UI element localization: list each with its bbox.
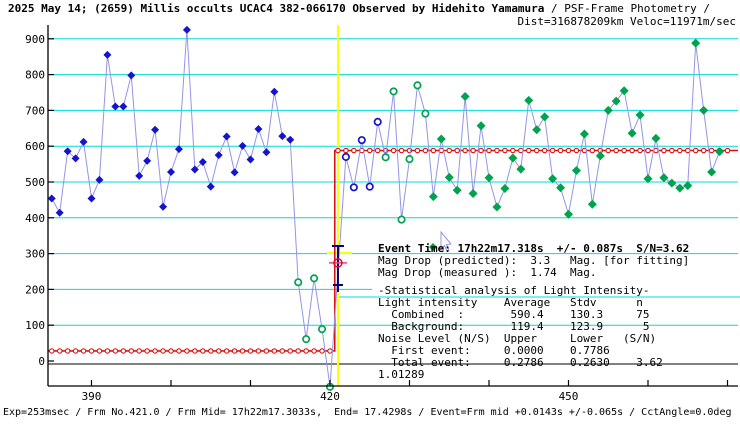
gridlines — [48, 38, 740, 365]
y-axis-label: 100 — [25, 319, 45, 332]
x-axis-label: 420 — [320, 390, 340, 403]
noise-total-event: Total event: 0.2786 0.2630 3.62 — [378, 356, 663, 369]
stats-columns: Light intensity Average Stdv n — [378, 296, 643, 309]
y-axis-label: 0 — [38, 355, 45, 368]
stats-combined: Combined : 590.4 130.3 75 — [378, 308, 650, 321]
mag-drop-predicted: Mag Drop (predicted): 3.3 Mag. [for fitt… — [378, 254, 690, 267]
noise-level-header: Noise Level (N/S) Upper Lower (S/N) — [378, 332, 657, 345]
series-post-event — [428, 38, 725, 219]
title-photometry-method: / PSF-Frame Photometry / — [544, 2, 711, 15]
noise-first-event: First event: 0.0000 0.7786 — [378, 344, 610, 357]
event-point-marker — [328, 245, 347, 292]
cursor-point-marker — [429, 243, 437, 251]
series-pre-event — [47, 25, 295, 217]
chart-title: 2025 May 14; (2659) Millis occults UCAC4… — [8, 2, 710, 15]
scale-factor: 1.01289 — [378, 368, 425, 381]
event-time-marker-line — [327, 25, 352, 386]
status-bar: Exp=253msec / Frm No.421.0 / Frm Mid= 17… — [3, 407, 732, 418]
arrow-cursor-icon — [440, 230, 452, 252]
x-axis-label: 450 — [559, 390, 579, 403]
stats-background: Background: 119.4 123.9 5 — [378, 320, 650, 333]
title-main: 2025 May 14; (2659) Millis occults UCAC4… — [8, 2, 545, 15]
stats-header: -Statistical analysis of Light Intensity… — [378, 284, 650, 297]
series-occultation-background — [294, 274, 335, 391]
series-post-transition — [381, 81, 430, 224]
y-axis-label: 500 — [25, 176, 45, 189]
y-axis-label: 700 — [25, 104, 45, 117]
y-axis-label: 600 — [25, 140, 45, 153]
y-axis-label: 400 — [25, 212, 45, 225]
y-axis-label: 300 — [25, 248, 45, 261]
mag-drop-measured: Mag Drop (measured ): 1.74 Mag. — [378, 266, 597, 279]
y-axis-label: 900 — [25, 33, 45, 46]
mouse-cursor — [429, 230, 452, 252]
axes: 0 100 200 300 400 500 600 700 800 900 390 420 450 — [25, 25, 738, 403]
y-axis-label: 200 — [25, 283, 45, 296]
event-time-result: Event Time: 17h22m17.318s +/- 0.087s S/N… — [378, 242, 690, 255]
y-axis-label: 800 — [25, 69, 45, 82]
x-axis-label: 390 — [82, 390, 102, 403]
distance-velocity-info: Dist=316878209km Veloc=11971m/sec — [517, 15, 736, 28]
series-reappearance-transition — [341, 117, 382, 192]
